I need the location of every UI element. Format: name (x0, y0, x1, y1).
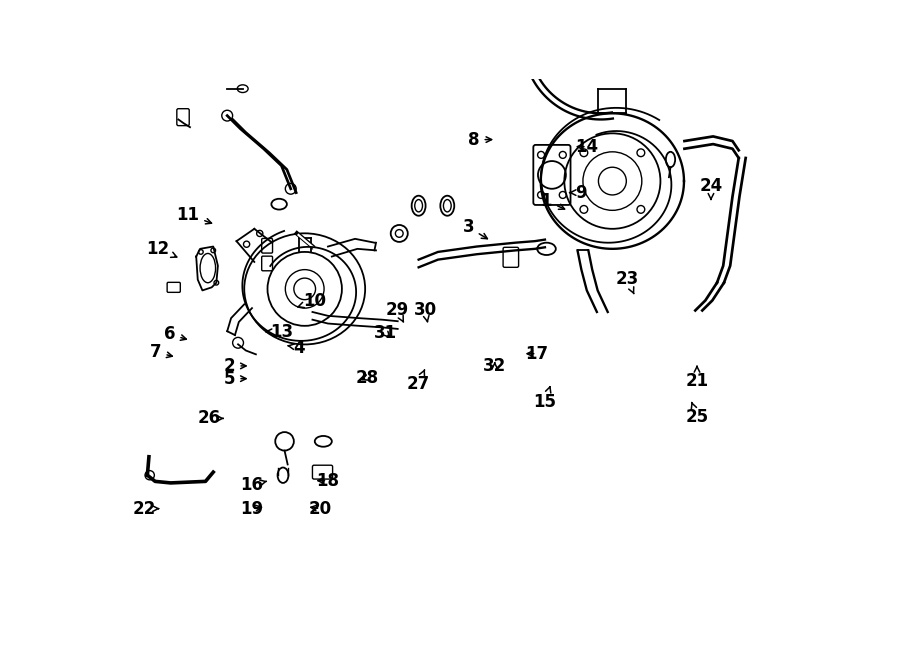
Text: 26: 26 (197, 409, 223, 428)
Text: 24: 24 (699, 177, 723, 199)
Text: 18: 18 (316, 471, 338, 490)
Text: 25: 25 (686, 402, 708, 426)
Text: 22: 22 (132, 500, 158, 518)
Text: 12: 12 (147, 240, 176, 258)
Text: 31: 31 (374, 324, 398, 342)
Text: 16: 16 (240, 476, 266, 494)
Text: 7: 7 (150, 343, 172, 361)
Text: 2: 2 (224, 357, 246, 375)
Text: 6: 6 (164, 325, 186, 344)
Text: 27: 27 (407, 370, 429, 393)
Text: 11: 11 (176, 205, 212, 224)
Text: 9: 9 (570, 183, 587, 202)
Text: 21: 21 (686, 366, 708, 390)
Text: 1: 1 (541, 192, 564, 210)
Text: 30: 30 (413, 301, 436, 322)
Text: 5: 5 (224, 369, 246, 388)
Text: 15: 15 (534, 387, 556, 410)
Text: 28: 28 (356, 369, 379, 387)
Text: 4: 4 (288, 338, 305, 357)
Text: 10: 10 (298, 292, 327, 310)
Text: 17: 17 (525, 345, 548, 363)
Text: 8: 8 (468, 130, 491, 148)
Text: 20: 20 (309, 500, 332, 518)
Text: 19: 19 (240, 500, 264, 518)
Text: 29: 29 (385, 301, 409, 322)
Text: 23: 23 (616, 270, 639, 294)
Text: 13: 13 (266, 323, 292, 341)
Text: 14: 14 (575, 138, 598, 156)
Text: 32: 32 (483, 357, 507, 375)
Text: 3: 3 (463, 218, 488, 239)
